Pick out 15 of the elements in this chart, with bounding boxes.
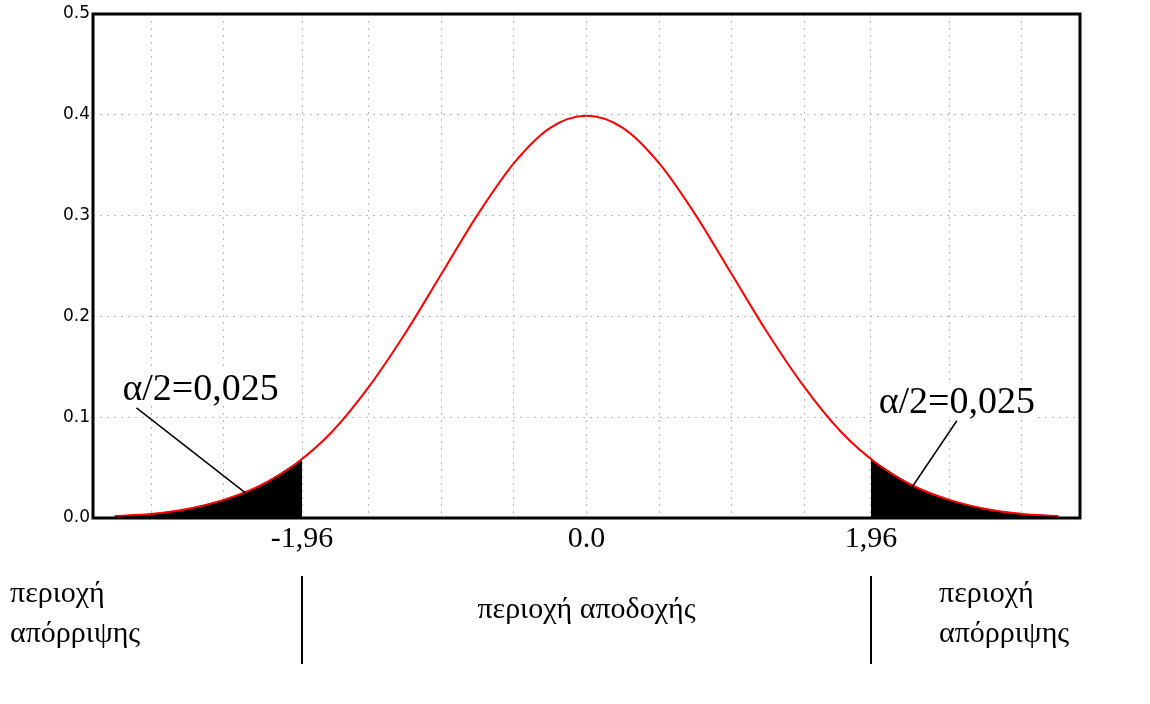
text: περιοχή αποδοχής xyxy=(476,590,697,626)
x-tick-label: -1,96 xyxy=(270,519,334,553)
y-tick-label: 0.2 xyxy=(62,304,90,325)
y-tick-label: 0.1 xyxy=(62,405,90,426)
annotation: α/2=0,025 xyxy=(878,378,1036,421)
annotation: α/2=0,025 xyxy=(122,365,279,408)
y-tick-label: 0.5 xyxy=(62,2,90,23)
y-tick-label: 0.3 xyxy=(62,204,90,225)
text: περιοχή απόρριψης xyxy=(938,574,1070,650)
text: περιοχή απόρριψης xyxy=(10,574,141,650)
x-tick-label: 0.0 xyxy=(567,519,606,553)
y-tick-label: 0.0 xyxy=(62,506,90,527)
y-tick-label: 0.4 xyxy=(62,103,90,124)
x-tick-label: 1,96 xyxy=(844,519,898,553)
line-series xyxy=(113,114,1060,517)
